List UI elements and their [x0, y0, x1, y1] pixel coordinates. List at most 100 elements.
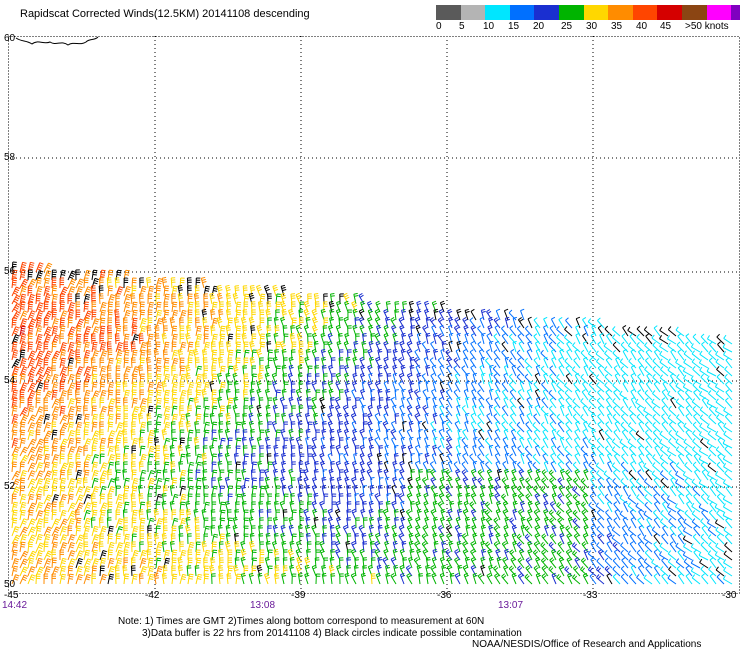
wind-barb — [621, 373, 629, 385]
wind-barb — [682, 535, 693, 545]
wind-barb — [394, 469, 399, 481]
wind-barb — [51, 318, 59, 329]
wind-barb — [35, 270, 44, 281]
wind-barb — [354, 533, 359, 545]
wind-barb — [575, 500, 581, 513]
wind-barb — [185, 364, 191, 377]
wind-barb — [203, 381, 211, 393]
wind-barb — [540, 365, 549, 377]
wind-barb — [273, 533, 279, 545]
wind-barb — [11, 317, 17, 329]
wind-barb — [683, 518, 693, 529]
legend-swatch — [558, 5, 584, 20]
wind-barb — [83, 381, 89, 393]
wind-barb — [107, 573, 115, 585]
wind-barb — [329, 397, 335, 409]
wind-barb — [83, 333, 89, 345]
legend-swatch — [583, 5, 609, 20]
wind-barb — [19, 261, 27, 273]
wind-barb — [667, 558, 677, 569]
wind-barb — [311, 324, 318, 337]
wind-barb — [716, 333, 725, 345]
wind-barb — [219, 469, 225, 481]
wind-barb — [479, 364, 485, 377]
wind-barb — [123, 357, 129, 369]
wind-barb — [410, 501, 415, 513]
wind-barb — [234, 509, 240, 521]
wind-barb — [202, 373, 208, 385]
wind-barb — [43, 541, 49, 553]
wind-barb — [708, 357, 717, 369]
wind-barb — [211, 333, 218, 345]
wind-barb — [620, 341, 629, 353]
wind-barb — [19, 293, 27, 305]
wind-barb — [606, 333, 613, 345]
wind-barb — [249, 340, 255, 353]
wind-barb — [604, 350, 613, 361]
wind-barb — [421, 341, 429, 353]
wind-barb — [259, 317, 265, 329]
wind-barb — [162, 349, 168, 361]
wind-barb — [295, 292, 302, 305]
wind-barb — [314, 373, 320, 385]
wind-barb — [504, 316, 510, 329]
wind-barb — [43, 422, 52, 433]
wind-barb — [700, 333, 709, 345]
wind-barb — [51, 381, 59, 393]
wind-barb — [243, 293, 250, 305]
wind-barb — [99, 341, 107, 353]
wind-barb — [211, 357, 218, 369]
wind-barb — [155, 445, 160, 457]
wind-barb — [83, 277, 89, 289]
wind-barb — [147, 293, 153, 305]
wind-barb — [115, 373, 121, 385]
wind-barb — [19, 382, 28, 393]
wind-barb — [360, 364, 366, 377]
wind-barb — [171, 349, 179, 361]
wind-barb — [243, 341, 249, 353]
wind-barb — [27, 293, 35, 305]
wind-barb — [171, 373, 179, 385]
wind-barb — [691, 358, 701, 369]
wind-barb — [43, 301, 49, 313]
wind-barb — [540, 349, 549, 361]
wind-barb — [51, 518, 60, 529]
wind-barb — [131, 549, 139, 561]
wind-barb — [267, 565, 273, 577]
wind-barb — [433, 348, 439, 361]
wind-barb — [67, 286, 76, 297]
wind-barb — [227, 565, 233, 577]
wind-barb — [67, 542, 75, 553]
wind-barb — [59, 494, 67, 505]
wind-barb — [195, 365, 203, 377]
wind-barb — [147, 405, 154, 417]
wind-barb — [307, 493, 313, 505]
wind-barb — [123, 309, 131, 321]
wind-barb — [131, 334, 139, 345]
wind-barb — [328, 300, 335, 313]
legend-label: 15 — [508, 21, 520, 32]
wind-barb — [59, 301, 65, 313]
wind-map — [8, 36, 740, 594]
wind-barb — [283, 333, 289, 345]
wind-barb — [722, 575, 733, 585]
wind-barb — [130, 357, 136, 369]
wind-barb — [107, 357, 114, 369]
wind-barb — [615, 356, 621, 369]
wind-barb — [195, 389, 202, 401]
wind-barb — [251, 349, 257, 361]
wind-barb — [501, 573, 509, 585]
wind-barb — [35, 325, 43, 337]
wind-barb — [723, 334, 733, 345]
wind-barb — [605, 357, 613, 369]
wind-barb — [195, 413, 202, 425]
wind-barb — [433, 308, 439, 321]
wind-barb — [163, 301, 169, 313]
wind-barb — [675, 326, 685, 337]
wind-barb — [652, 390, 661, 401]
wind-barb — [556, 574, 565, 585]
wind-barb — [589, 341, 597, 353]
wind-barb — [59, 405, 66, 417]
wind-barb — [321, 533, 327, 545]
wind-barb — [716, 461, 725, 473]
